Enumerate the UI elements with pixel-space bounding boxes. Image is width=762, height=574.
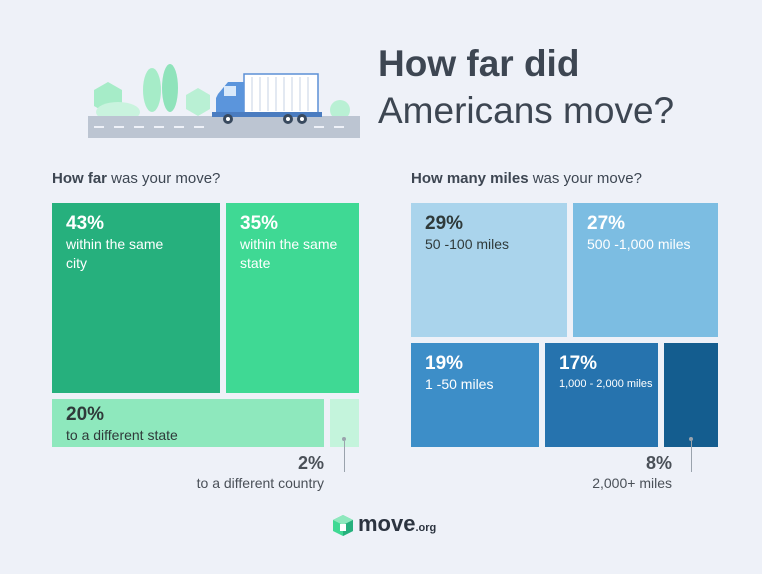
outside-value-2000-plus: 8%	[645, 453, 672, 473]
subtitle-bold: How far	[52, 170, 108, 187]
tile-500-1000-miles: 27% 500 -1,000 miles	[573, 203, 718, 337]
outside-label-2000-plus: 2,000+ miles	[592, 475, 672, 491]
chart-subtitle-distance: How far was your move?	[52, 170, 220, 187]
subtitle-rest: was your move?	[107, 170, 221, 187]
tile-2000-plus-miles	[664, 343, 718, 447]
tile-1000-2000-miles: 17% 1,000 - 2,000 miles	[545, 343, 658, 447]
tile-label: to a different state	[66, 427, 178, 443]
tile-value: 17%	[559, 353, 598, 374]
tile-value: 27%	[587, 213, 626, 234]
tile-label: 500 -1,000 miles	[587, 236, 691, 252]
subtitle-bold: How many miles	[411, 170, 529, 187]
tile-label: 1 -50 miles	[425, 376, 494, 392]
outside-label-country: to a different country	[196, 475, 324, 491]
tile-value: 19%	[425, 353, 464, 374]
tile-same-state: 35% within the same state	[226, 203, 359, 393]
outside-value-country: 2%	[297, 453, 324, 473]
page-title-line1: How far did	[378, 43, 580, 84]
page-title-line2: Americans move?	[378, 90, 675, 131]
moving-truck-icon	[212, 73, 322, 124]
tile-50-100-miles: 29% 50 -100 miles	[411, 203, 567, 337]
tile-value: 35%	[240, 213, 279, 234]
tile-same-city: 43% within the same city	[52, 203, 220, 393]
tile-value: 29%	[425, 213, 464, 234]
leader-dot	[689, 437, 693, 441]
leader-dot	[342, 437, 346, 441]
tile-value: 20%	[66, 404, 105, 425]
box-icon	[333, 515, 353, 536]
tile-label: 50 -100 miles	[425, 236, 510, 252]
logo-suffix: .org	[415, 522, 437, 534]
tile-different-state: 20% to a different state	[52, 399, 324, 447]
tile-value: 43%	[66, 213, 105, 234]
tile-label: 1,000 - 2,000 miles	[559, 378, 653, 390]
chart-subtitle-miles: How many miles was your move?	[411, 170, 642, 187]
tile-label: within the same state	[240, 236, 338, 271]
tile-label: within the same city	[66, 236, 164, 271]
brand-logo: move.org	[358, 511, 436, 537]
logo-main: move	[358, 511, 416, 536]
leader-line	[344, 441, 345, 472]
leader-line	[691, 441, 692, 472]
tile-1-50-miles: 19% 1 -50 miles	[411, 343, 539, 447]
subtitle-rest: was your move?	[528, 170, 642, 187]
moving-truck-illustration	[88, 64, 360, 138]
